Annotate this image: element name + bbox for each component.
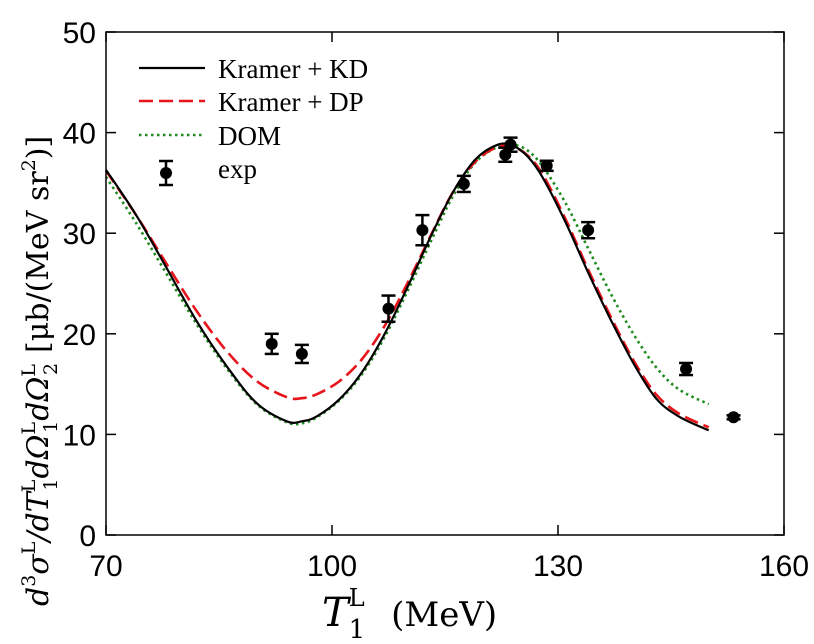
legend-label-dom: DOM — [218, 121, 281, 151]
y-tick-label: 30 — [63, 218, 96, 251]
exp-point — [503, 136, 518, 153]
y-axis-title: d3σL/dTL1dΩL1dΩL2[μb/(MeV sr2)] — [18, 136, 62, 606]
x-axis-sup: L — [349, 584, 365, 612]
exp-point — [539, 159, 554, 173]
exp-point — [264, 332, 279, 356]
x-axis-symbol: T — [322, 590, 352, 636]
x-axis-unit: (MeV) — [391, 595, 497, 635]
ticks-layer: 70 100 130 160 0 10 20 30 40 50 — [63, 17, 809, 583]
exp-point — [679, 361, 694, 377]
y-tick-label: 0 — [79, 520, 96, 553]
y-tick-label: 10 — [63, 419, 96, 452]
exp-point — [294, 343, 309, 365]
series-line-kramer-kd — [105, 142, 710, 432]
y-tick-label: 50 — [63, 17, 96, 50]
x-axis-sub: 1 — [349, 615, 366, 644]
series-layer — [104, 142, 710, 432]
exp-point — [415, 213, 430, 247]
exp-point — [581, 220, 596, 240]
exp-point — [726, 411, 741, 424]
x-tick-label: 100 — [307, 550, 357, 583]
legend-label-dp: Kramer + DP — [218, 87, 364, 117]
x-tick-label: 130 — [533, 550, 583, 583]
legend-label-kd: Kramer + KD — [218, 54, 368, 84]
legend-marker-exp — [159, 159, 173, 187]
legend-label-exp: exp — [218, 154, 257, 184]
legend: Kramer + KD Kramer + DP DOM exp — [139, 54, 368, 187]
exp-point — [381, 294, 396, 323]
x-tick-label: 160 — [759, 550, 809, 583]
x-tick-label: 70 — [89, 550, 122, 583]
y-tick-label: 20 — [63, 319, 96, 352]
plot-frame — [105, 31, 785, 536]
x-axis-title: TL 1 (MeV) — [322, 584, 497, 644]
y-tick-label: 40 — [63, 118, 96, 151]
exp-points-layer — [264, 136, 741, 424]
exp-point — [456, 174, 471, 194]
